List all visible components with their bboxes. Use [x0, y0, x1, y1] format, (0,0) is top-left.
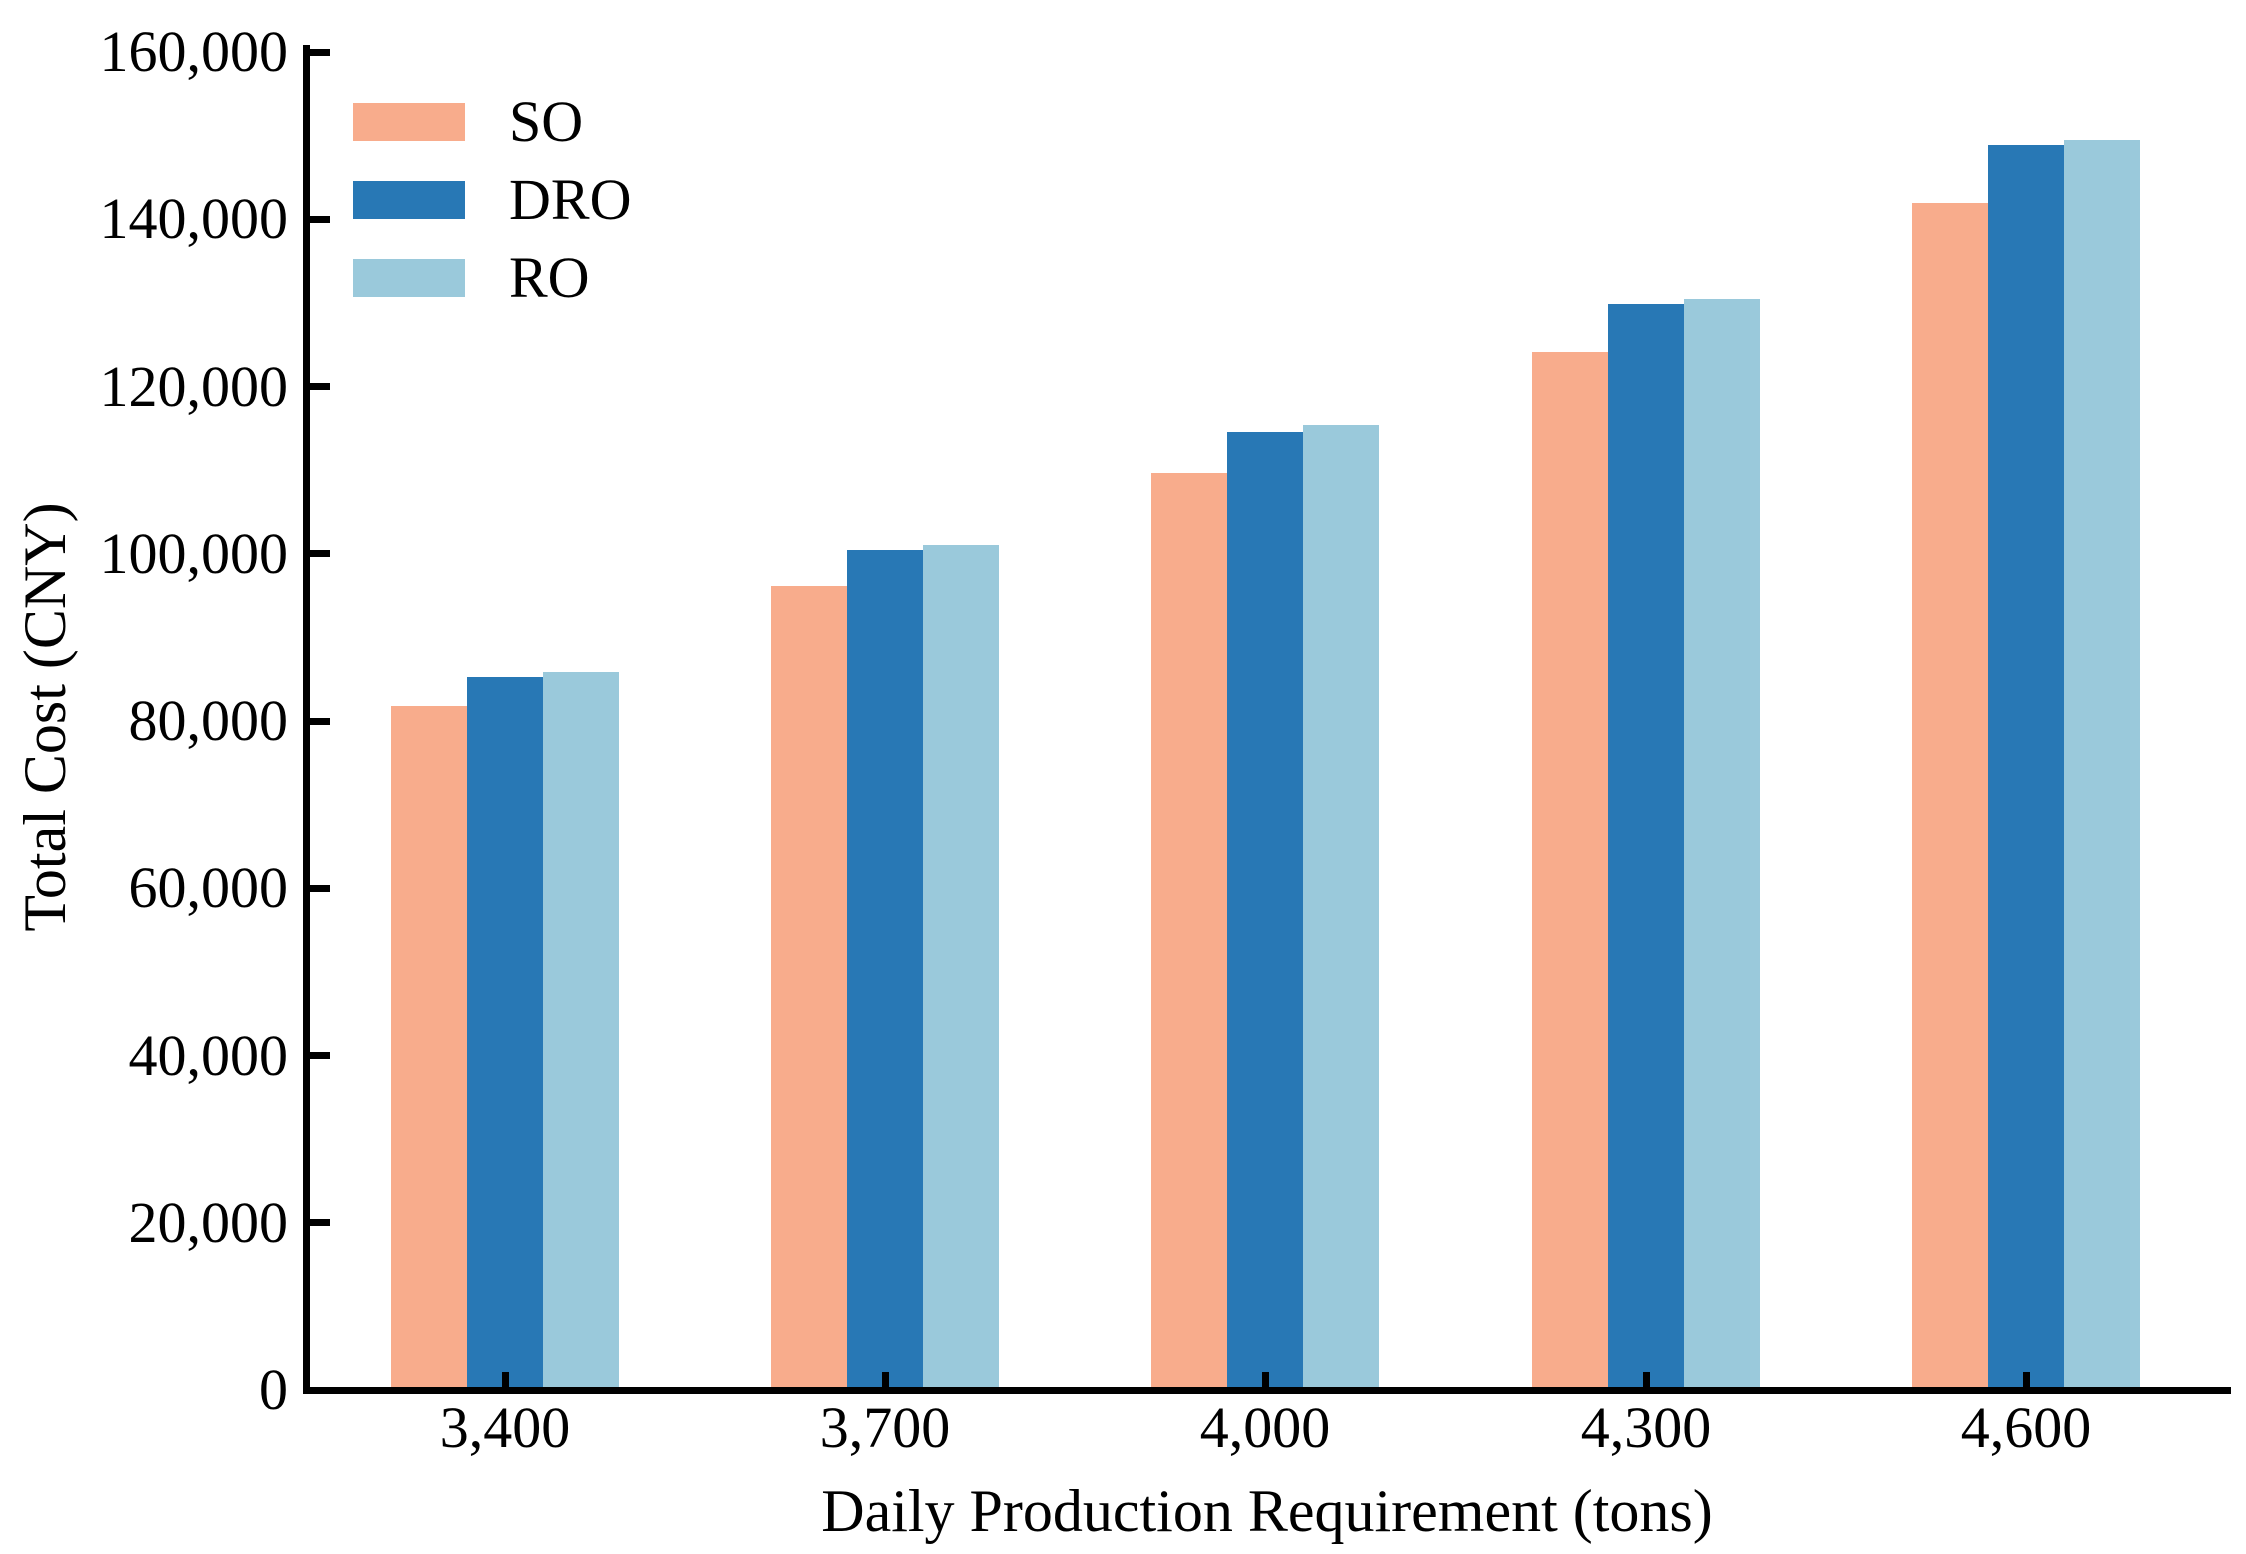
- y-tick-label: 20,000: [128, 1189, 289, 1255]
- x-tick-mark: [1261, 1372, 1269, 1390]
- x-tick-label: 4,600: [1960, 1395, 2092, 1460]
- bar-dro-4000: [1227, 431, 1303, 1390]
- legend-item-ro: RO: [353, 245, 631, 310]
- bar-dro-3700: [847, 549, 923, 1390]
- legend-label-ro: RO: [509, 245, 590, 310]
- x-tick-mark: [1642, 1372, 1650, 1390]
- x-tick-mark: [2022, 1372, 2030, 1390]
- y-tick-label: 100,000: [99, 520, 289, 586]
- y-tick-mark: [310, 215, 330, 223]
- y-tick-label: 40,000: [128, 1022, 289, 1088]
- y-tick-mark: [310, 1219, 330, 1227]
- y-tick-mark: [310, 550, 330, 558]
- y-tick-mark: [310, 1386, 330, 1394]
- y-tick-mark: [310, 884, 330, 892]
- bar-dro-4300: [1608, 303, 1684, 1390]
- y-tick-label: 140,000: [99, 186, 289, 252]
- legend-label-dro: DRO: [509, 167, 632, 232]
- x-tick-mark: [881, 1372, 889, 1390]
- bar-so-4300: [1532, 352, 1608, 1390]
- bar-ro-4000: [1303, 424, 1379, 1390]
- y-axis-title: Total Cost (CNY): [12, 502, 78, 932]
- x-tick-label: 4,300: [1580, 1395, 1712, 1460]
- y-tick-mark: [310, 717, 330, 725]
- y-tick-label: 80,000: [128, 688, 289, 753]
- bar-so-3700: [771, 585, 847, 1390]
- legend-swatch-dro: [353, 181, 465, 219]
- y-tick-mark: [310, 48, 330, 56]
- bar-ro-3400: [543, 671, 619, 1390]
- y-tick-mark: [310, 1052, 330, 1059]
- legend-label-so: SO: [509, 89, 584, 154]
- bar-ro-3700: [923, 544, 999, 1390]
- legend-item-dro: DRO: [353, 167, 632, 232]
- y-tick-label: 60,000: [128, 855, 289, 921]
- y-tick-label: 0: [259, 1357, 288, 1422]
- bar-dro-3400: [467, 676, 543, 1390]
- bar-so-4000: [1151, 472, 1227, 1390]
- bar-ro-4300: [1684, 298, 1760, 1390]
- legend-swatch-so: [353, 103, 465, 141]
- bar-so-4600: [1912, 203, 1988, 1390]
- x-tick-label: 3,700: [819, 1395, 951, 1460]
- x-tick-label: 3,400: [439, 1395, 571, 1460]
- y-axis-line: [303, 45, 310, 1394]
- x-axis-line: [303, 1387, 2231, 1394]
- bar-ro-4600: [2064, 139, 2140, 1390]
- bar-so-3400: [391, 705, 467, 1390]
- y-tick-label: 120,000: [99, 353, 289, 419]
- legend-swatch-ro: [353, 259, 465, 297]
- x-tick-label: 4,000: [1199, 1395, 1331, 1460]
- x-tick-mark: [501, 1372, 509, 1390]
- legend-item-so: SO: [353, 89, 631, 154]
- bar-dro-4600: [1988, 144, 2064, 1390]
- x-axis-title: Daily Production Requirement (tons): [821, 1478, 1713, 1544]
- legend: SO DRO RO: [353, 89, 632, 337]
- y-tick-mark: [310, 383, 330, 390]
- y-tick-label: 160,000: [99, 19, 289, 84]
